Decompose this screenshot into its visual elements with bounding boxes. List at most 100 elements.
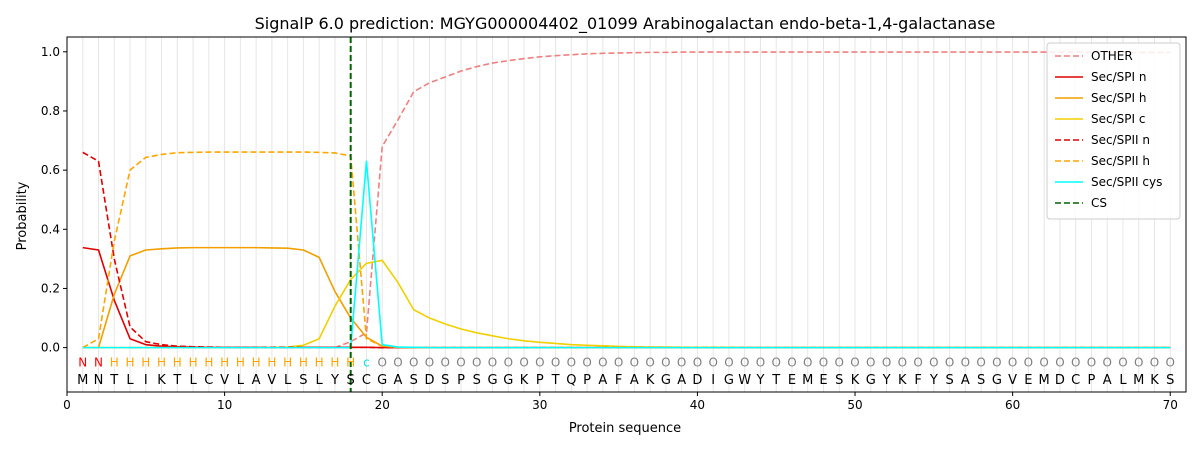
x-tick-label: 0 [63,398,71,412]
region-label: O [898,355,907,369]
residue-letter: T [109,373,118,388]
region-label: O [393,355,402,369]
region-label: O [724,355,733,369]
residue-letter: A [252,373,261,388]
residue-letter: D [692,373,702,388]
residue-letter: I [711,373,715,388]
residue-letter: A [677,373,686,388]
legend-box [1046,42,1181,220]
residue-letter: K [1150,373,1159,388]
residue-letter: S [299,373,307,388]
region-label: O [645,355,654,369]
region-label: O [976,355,985,369]
region-label: H [157,355,166,369]
residue-letter: N [94,373,104,388]
residue-letter: M [1039,373,1050,388]
axis-layer: 0 10 20 30 40 50 60 70 0.0 0.2 0.4 0.6 0.8 1.0 [41,36,1187,412]
y-tick-label: 0.2 [41,281,60,295]
region-label: O [771,355,780,369]
region-label: O [961,355,970,369]
residue-letter: A [1103,373,1112,388]
region-label: O [409,355,418,369]
region-label: O [377,355,386,369]
region-label: O [441,355,450,369]
residue-letter: S [473,373,481,388]
x-tick-label: 70 [1163,398,1178,412]
residue-letter: Q [566,373,576,388]
residue-letter: F [914,373,921,388]
residue-letter: C [362,373,371,388]
residue-letter: E [1024,373,1032,388]
residue-letter: G [487,373,497,388]
residue-letter: K [520,373,529,388]
residue-letter: V [1008,373,1017,388]
residue-letter: P [1088,373,1096,388]
residue-letter: S [977,373,985,388]
residue-letter: M [77,373,88,388]
residue-letter: P [583,373,591,388]
residue-letter: Y [929,373,938,388]
residue-letter: L [1119,373,1127,388]
y-axis-label: Probability [15,181,30,250]
residue-letter: M [1133,373,1144,388]
legend-label: CS [1091,196,1107,210]
region-label: O [693,355,702,369]
region-label: c [363,355,370,369]
region-label: O [819,355,828,369]
residue-letter: Y [755,373,764,388]
region-label: O [913,355,922,369]
region-label: O [535,355,544,369]
residue-letter: K [646,373,655,388]
residue-letter: V [220,373,229,388]
residue-letter: Y [330,373,339,388]
residue-letter: A [598,373,607,388]
region-label: H [299,355,308,369]
legend-label: Sec/SPII h [1091,154,1150,168]
region-label: O [1008,355,1017,369]
residue-letter: G [377,373,387,388]
residue-letter: S [441,373,449,388]
region-label: O [882,355,891,369]
x-tick-label: 30 [532,398,547,412]
region-label: H [236,355,245,369]
region-label: O [1134,355,1143,369]
residue-letter: K [898,373,907,388]
residue-letter: E [819,373,827,388]
series-line-sec-spii-h [82,151,1171,349]
series-line-other [82,51,1171,349]
sequence-label-layer: MNNNTHLHIHKHTHLHCHVHLHAHVHLHSHLHYHSHCcGO… [77,355,1175,388]
residue-letter: A [961,373,970,388]
region-label: O [1039,355,1048,369]
residue-letter: D [1055,373,1065,388]
y-tick-label: 1.0 [41,45,60,59]
residue-letter: G [992,373,1002,388]
residue-letter: G [661,373,671,388]
x-tick-label: 20 [375,398,390,412]
region-label: O [661,355,670,369]
region-label: O [787,355,796,369]
legend-label: Sec/SPII cys [1091,175,1162,189]
region-label: O [425,355,434,369]
series-line-sec-spi-n [82,246,1171,349]
residue-letter: I [144,373,148,388]
residue-letter: K [157,373,166,388]
residue-letter: T [551,373,560,388]
region-label: H [141,355,150,369]
region-label: O [850,355,859,369]
region-label: O [708,355,717,369]
residue-letter: S [410,373,418,388]
residue-letter: G [866,373,876,388]
region-label: O [551,355,560,369]
legend-label: Sec/SPI c [1091,112,1145,126]
residue-letter: L [237,373,245,388]
legend-label: Sec/SPI h [1091,91,1146,105]
residue-letter: C [204,373,213,388]
x-tick-label: 40 [690,398,705,412]
residue-letter: W [738,373,751,388]
y-tick-label: 0.6 [41,163,60,177]
region-label: O [835,355,844,369]
series-line-sec-spi-h [82,246,1171,349]
region-label: O [614,355,623,369]
